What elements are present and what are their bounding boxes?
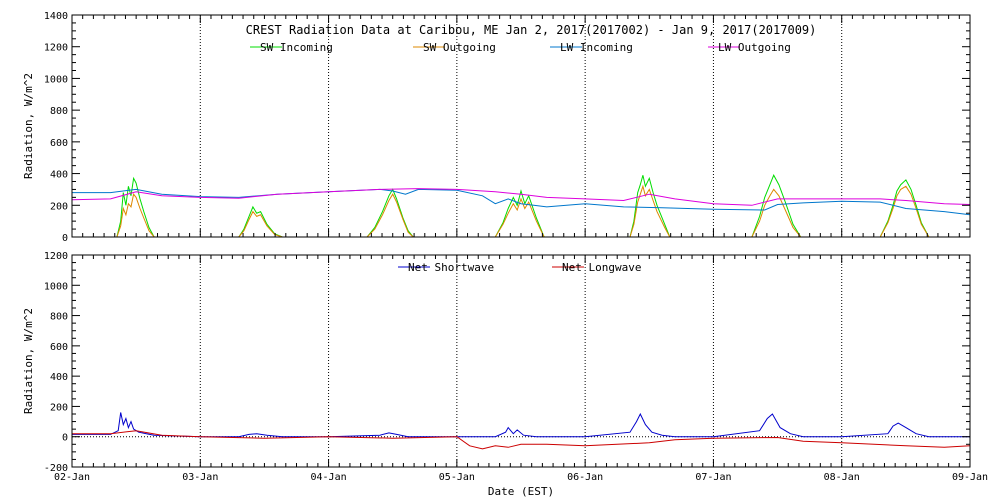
y-tick-label: 200 — [50, 201, 68, 212]
y-tick-label: 400 — [50, 170, 68, 181]
y-tick-label: 1000 — [44, 74, 68, 85]
series-line-lw-incoming — [72, 188, 971, 216]
series-line-lw-outgoing — [71, 188, 971, 206]
legend-label-sw-outgoing: SW Outgoing — [423, 41, 496, 54]
x-tick-label: 05-Jan — [439, 472, 475, 483]
legend-label-net-shortwave: Net Shortwave — [408, 261, 494, 274]
y-tick-label: 600 — [50, 342, 68, 353]
y-tick-label: 400 — [50, 372, 68, 383]
legend-label-lw-outgoing: LW Outgoing — [718, 41, 791, 54]
x-axis-label: Date (EST) — [488, 485, 554, 498]
y-axis-label: Radiation, W/m^2 — [22, 73, 35, 179]
x-tick-label: 08-Jan — [824, 472, 860, 483]
x-tick-label: 06-Jan — [567, 472, 603, 483]
bottom-panel-net-radiation: -200 0 200 400 600 800 1000 1200 02-Jan 03-Jan 04-… — [22, 251, 988, 498]
x-tick-label: 09-Jan — [952, 472, 988, 483]
x-tick-label: 07-Jan — [695, 472, 731, 483]
series-line-net-shortwave — [72, 412, 970, 438]
legend-label-net-longwave: Net Longwave — [562, 261, 641, 274]
y-tick-label: 800 — [50, 312, 68, 323]
y-tick-label: 1400 — [44, 11, 68, 22]
series-line-net-longwave — [72, 430, 971, 450]
series-line-sw-outgoing — [72, 184, 970, 238]
y-tick-label: 800 — [50, 106, 68, 117]
y-tick-label: 1200 — [44, 251, 68, 262]
plot-frame — [71, 254, 971, 468]
legend-label-sw-incoming: SW Incoming — [260, 41, 333, 54]
chart-title: CREST Radiation Data at Caribou, ME Jan … — [246, 23, 817, 37]
y-tick-label: 1000 — [44, 281, 68, 292]
y-tick-label: 0 — [62, 233, 68, 244]
x-tick-label: 02-Jan — [54, 472, 90, 483]
y-tick-label: -200 — [44, 463, 68, 474]
y-tick-label: 600 — [50, 138, 68, 149]
x-tick-label: 04-Jan — [311, 472, 347, 483]
top-panel-sw-lw-radiation: 0 200 400 600 800 1000 1200 1400 Radiation, W/m^… — [22, 11, 971, 244]
series-line-sw-incoming — [72, 174, 970, 238]
y-tick-label: 1200 — [44, 43, 68, 54]
y-tick-label: 0 — [62, 433, 68, 444]
y-axis-label: Radiation, W/m^2 — [22, 308, 35, 414]
y-tick-label: 200 — [50, 402, 68, 413]
legend-label-lw-incoming: LW Incoming — [560, 41, 633, 54]
x-tick-label: 03-Jan — [182, 472, 218, 483]
